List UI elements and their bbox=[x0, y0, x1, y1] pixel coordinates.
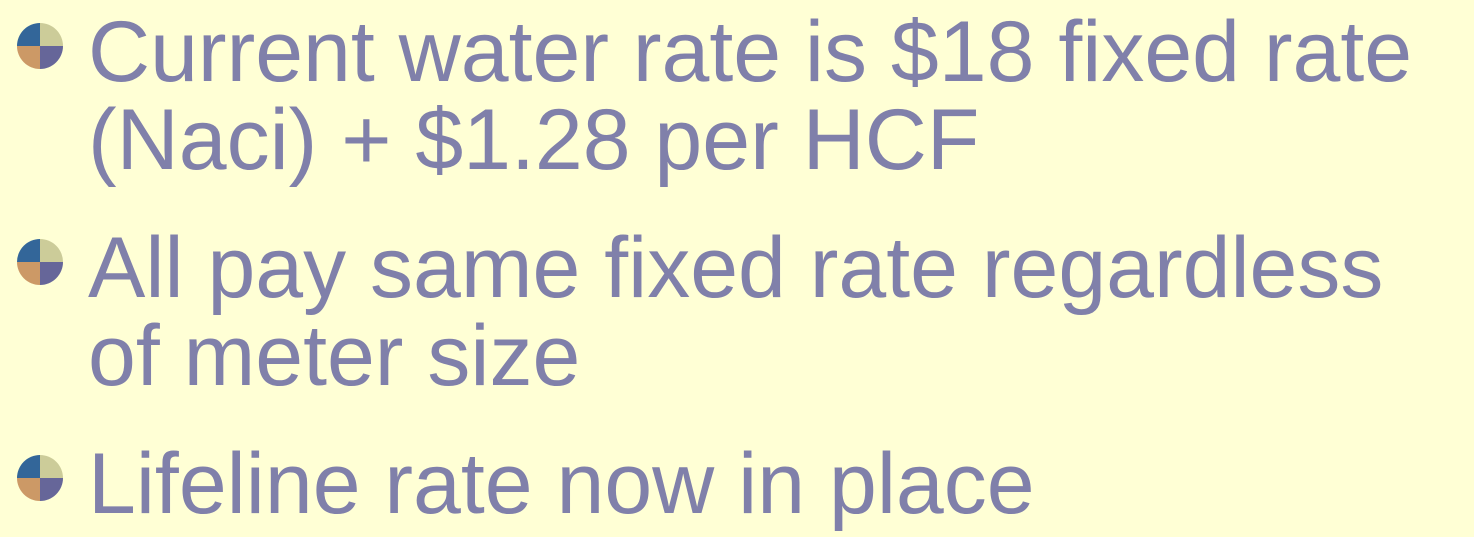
bullet-quadrant bbox=[17, 455, 40, 478]
bullet-text: Lifeline rate now in place bbox=[88, 436, 1035, 532]
bullet-item: All pay same fixed rate regardless of me… bbox=[0, 224, 1386, 400]
bullet-item: Current water rate is $18 fixed rate (Na… bbox=[0, 8, 1412, 184]
bullet-item: Lifeline rate now in place bbox=[0, 440, 1386, 528]
bullet-quadrant bbox=[17, 478, 40, 501]
bullet-text: All pay same fixed rate regardless of me… bbox=[88, 220, 1384, 404]
bullet-quadrant bbox=[40, 239, 63, 262]
bullet-quadrant bbox=[40, 262, 63, 285]
bullet-icon bbox=[17, 455, 63, 501]
bullet-quadrant bbox=[40, 46, 63, 69]
bullet-quadrant bbox=[17, 46, 40, 69]
bullet-quadrant bbox=[17, 239, 40, 262]
bullet-quadrant bbox=[17, 23, 40, 46]
bullet-text: Current water rate is $18 fixed rate (Na… bbox=[88, 4, 1413, 188]
bullet-quadrant bbox=[17, 262, 40, 285]
bullet-icon bbox=[17, 239, 63, 285]
bullet-quadrant bbox=[40, 23, 63, 46]
bullet-icon bbox=[17, 23, 63, 69]
bullet-quadrant bbox=[40, 478, 63, 501]
bullet-quadrant bbox=[40, 455, 63, 478]
